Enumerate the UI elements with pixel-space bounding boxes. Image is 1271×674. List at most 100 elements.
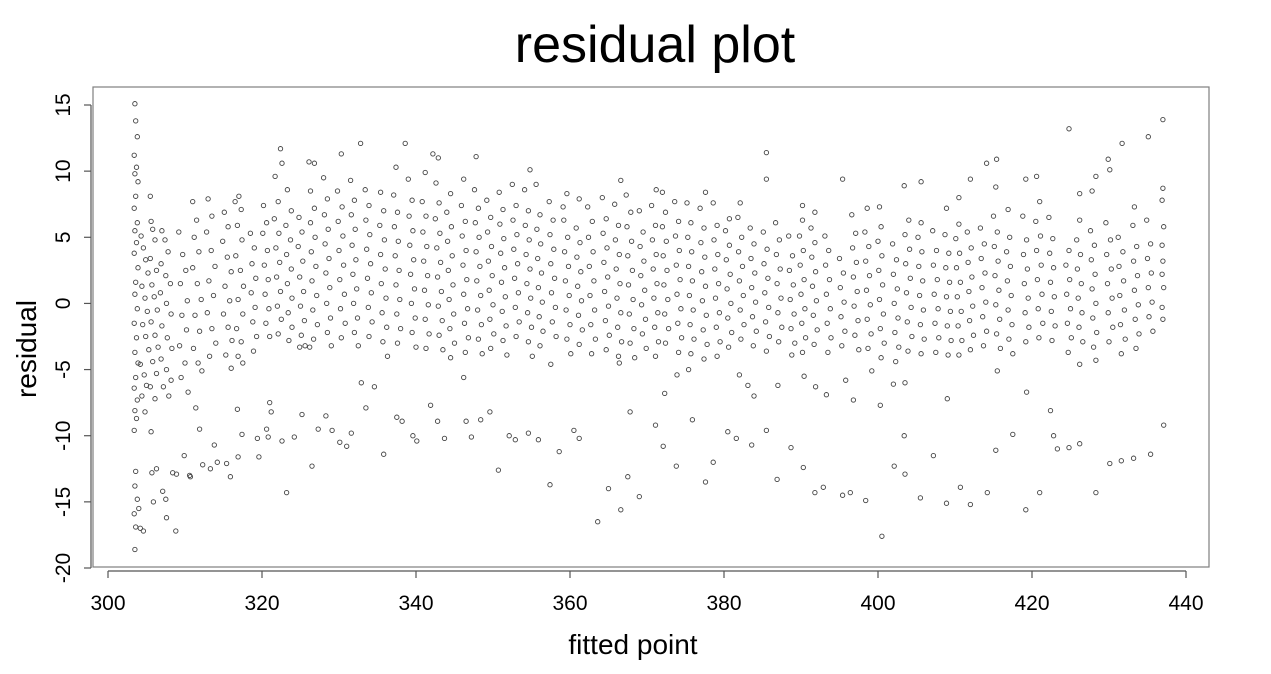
- x-tick-label: 300: [90, 592, 125, 615]
- data-point: [1134, 272, 1141, 279]
- data-point: [1092, 271, 1098, 277]
- data-point: [163, 515, 170, 521]
- data-point: [421, 287, 428, 293]
- data-point: [368, 290, 374, 296]
- data-point: [527, 266, 533, 272]
- data-point: [162, 237, 168, 243]
- data-point: [500, 206, 506, 213]
- data-point: [273, 245, 279, 251]
- data-point: [651, 295, 657, 301]
- data-point: [344, 443, 350, 449]
- data-point: [618, 177, 624, 184]
- data-point: [464, 276, 470, 283]
- data-point: [588, 351, 595, 357]
- data-point: [725, 344, 732, 350]
- x-axis: 300 320 340 360 380 400 420 440: [90, 570, 1204, 615]
- data-point: [451, 311, 457, 317]
- data-point: [273, 274, 280, 280]
- data-point: [789, 253, 796, 259]
- data-point: [684, 200, 690, 206]
- data-point: [1065, 349, 1071, 356]
- data-point: [983, 328, 990, 334]
- data-point: [377, 222, 383, 229]
- data-point: [788, 325, 794, 332]
- data-point: [213, 340, 219, 346]
- data-point: [725, 429, 731, 435]
- data-point: [144, 308, 150, 315]
- data-point: [327, 284, 333, 291]
- data-point: [211, 442, 217, 448]
- data-point: [135, 179, 141, 185]
- data-point: [249, 261, 255, 267]
- data-point: [528, 324, 535, 330]
- data-point: [286, 337, 292, 344]
- data-point: [511, 275, 518, 281]
- data-point: [143, 257, 149, 263]
- data-point: [406, 213, 412, 219]
- data-point: [468, 434, 475, 440]
- data-point: [802, 335, 809, 341]
- data-point: [225, 224, 231, 230]
- data-point: [566, 292, 572, 299]
- data-point: [260, 230, 266, 236]
- data-point: [881, 340, 887, 346]
- data-point: [434, 418, 441, 424]
- data-point: [956, 250, 963, 256]
- data-point: [535, 284, 542, 291]
- data-point: [993, 447, 999, 453]
- data-point: [1079, 310, 1085, 316]
- data-point: [616, 360, 622, 366]
- data-point: [863, 497, 869, 504]
- data-point: [196, 249, 202, 255]
- data-point: [1089, 188, 1095, 194]
- data-point: [291, 434, 297, 440]
- data-point: [592, 336, 599, 342]
- data-point: [409, 197, 415, 203]
- data-point: [342, 320, 348, 326]
- data-point: [535, 437, 542, 443]
- data-point: [812, 209, 818, 215]
- data-point: [176, 229, 182, 235]
- data-point: [311, 205, 318, 211]
- data-point: [749, 314, 756, 320]
- data-point: [137, 361, 143, 367]
- data-point: [434, 245, 440, 251]
- data-point: [139, 393, 145, 399]
- data-point: [1008, 292, 1014, 299]
- data-point: [967, 501, 974, 508]
- data-point: [204, 310, 210, 316]
- data-point: [173, 528, 179, 534]
- data-point: [1010, 431, 1016, 438]
- data-point: [766, 304, 772, 311]
- data-point: [310, 336, 317, 342]
- data-point: [1091, 242, 1098, 248]
- data-point: [441, 435, 448, 442]
- data-point: [1107, 460, 1113, 467]
- data-point: [497, 221, 503, 227]
- data-point: [674, 372, 680, 378]
- data-point: [1122, 336, 1128, 342]
- data-point: [284, 187, 291, 193]
- data-point: [678, 306, 684, 312]
- data-point: [191, 234, 197, 240]
- data-point: [272, 173, 278, 180]
- data-point: [1023, 176, 1029, 182]
- data-point: [147, 384, 153, 390]
- data-point: [702, 283, 709, 289]
- data-point: [556, 448, 562, 455]
- data-point: [445, 267, 451, 274]
- data-point: [1117, 292, 1123, 299]
- data-point: [1047, 407, 1054, 414]
- data-point: [1115, 234, 1121, 240]
- data-point: [561, 249, 568, 255]
- data-point: [828, 335, 834, 341]
- data-point: [214, 459, 220, 465]
- data-point: [436, 332, 442, 338]
- data-point: [822, 233, 828, 239]
- data-point: [1052, 323, 1058, 329]
- data-point: [970, 303, 976, 309]
- data-point: [553, 333, 559, 340]
- data-point: [164, 335, 170, 341]
- data-point: [776, 237, 783, 243]
- data-point: [364, 246, 370, 252]
